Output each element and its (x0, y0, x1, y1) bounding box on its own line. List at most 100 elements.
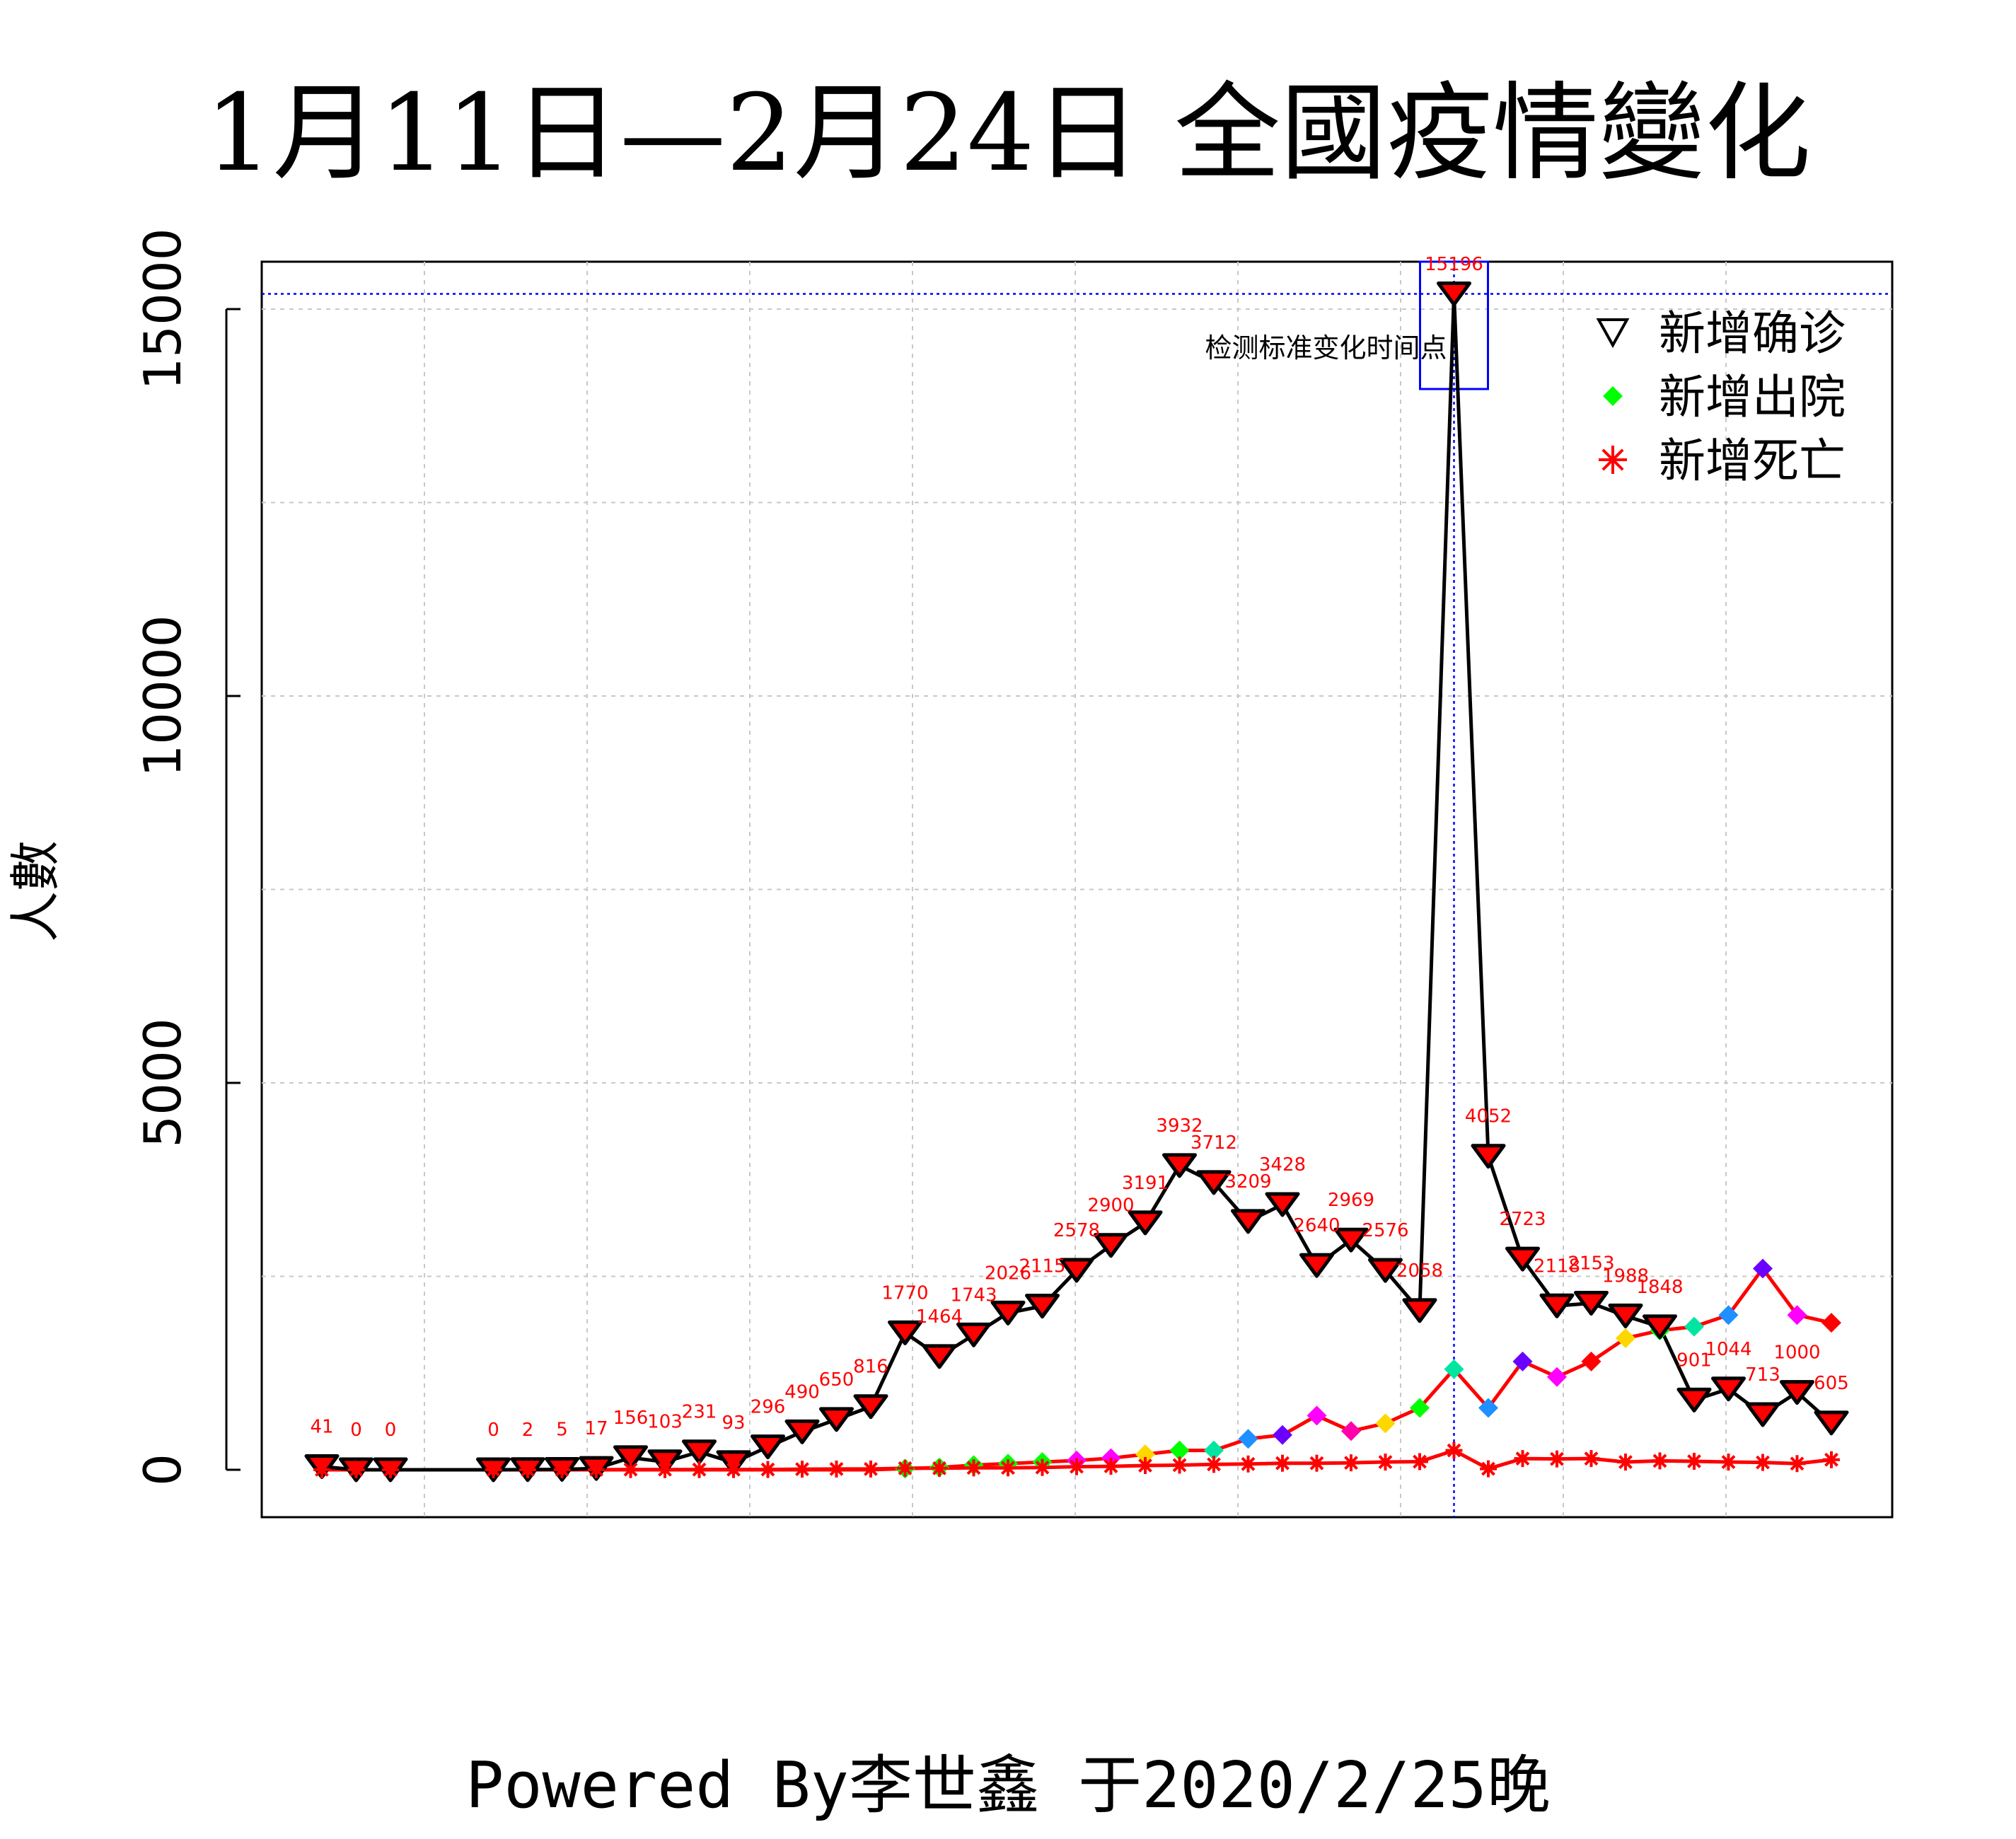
marker-deaths (313, 1461, 330, 1478)
legend-label: 新增死亡 (1659, 434, 1846, 488)
data-label-confirmed: 2900 (1087, 1195, 1134, 1217)
marker-recovered (1512, 1351, 1533, 1371)
marker-confirmed (1643, 1314, 1677, 1340)
plot-frame (260, 260, 1894, 1519)
marker-confirmed (1539, 1293, 1575, 1318)
marker-deaths (1651, 1452, 1669, 1470)
marker-recovered (1616, 1328, 1635, 1349)
marker-confirmed (1437, 282, 1471, 307)
marker-deaths (1686, 1452, 1703, 1470)
marker-confirmed (1059, 1258, 1094, 1283)
marker-deaths (622, 1461, 639, 1478)
data-label-confirmed: 2115 (1019, 1256, 1065, 1277)
data-label-confirmed: 816 (853, 1357, 888, 1378)
marker-confirmed (1608, 1304, 1643, 1329)
marker-confirmed (682, 1439, 717, 1465)
y-axis-label: 人數 (6, 840, 65, 942)
marker-confirmed (888, 1320, 922, 1345)
marker-deaths (1102, 1458, 1120, 1475)
data-label-confirmed: 713 (1745, 1364, 1780, 1386)
series-line-recovered (322, 1267, 1832, 1472)
y-tick-label: 15000 (133, 228, 192, 390)
marker-deaths (1582, 1450, 1600, 1468)
marker-confirmed (613, 1445, 648, 1470)
marker-confirmed (922, 1344, 957, 1369)
marker-deaths (1205, 1456, 1222, 1473)
marker-deaths (1308, 1454, 1326, 1472)
y-tick-label: 0 (133, 1454, 192, 1486)
data-label-confirmed: 901 (1676, 1350, 1712, 1371)
data-label-confirmed: 2578 (1053, 1220, 1100, 1241)
marker-deaths (1720, 1454, 1737, 1471)
data-label-confirmed: 2723 (1499, 1209, 1546, 1230)
marker-confirmed (1162, 1153, 1197, 1178)
marker-confirmed (1745, 1402, 1780, 1427)
marker-confirmed (1780, 1380, 1814, 1405)
marker-deaths (1343, 1454, 1360, 1472)
data-label-confirmed: 3191 (1122, 1173, 1169, 1194)
marker-recovered (1410, 1398, 1430, 1418)
marker-deaths (1548, 1450, 1565, 1468)
data-label-confirmed: 5 (556, 1419, 568, 1440)
marker-deaths (1274, 1454, 1291, 1472)
data-label-confirmed: 490 (784, 1381, 820, 1403)
marker-deaths (382, 1461, 399, 1478)
data-label-confirmed: 231 (682, 1402, 717, 1423)
marker-deaths (759, 1461, 777, 1478)
data-label-confirmed: 1848 (1636, 1277, 1683, 1298)
marker-confirmed (1299, 1253, 1334, 1278)
data-label-confirmed: 2576 (1362, 1220, 1408, 1241)
data-label-confirmed: 2026 (985, 1263, 1031, 1284)
marker-deaths (1788, 1455, 1806, 1473)
marker-confirmed (853, 1394, 888, 1420)
marker-confirmed (1505, 1246, 1540, 1272)
marker-confirmed (1094, 1233, 1128, 1258)
annotation-note: 检测标准变化时间点 (1205, 332, 1447, 364)
marker-deaths (1480, 1460, 1497, 1478)
marker-deaths (828, 1460, 845, 1478)
data-label-confirmed: 41 (310, 1417, 333, 1438)
marker-deaths (794, 1461, 811, 1478)
data-label-confirmed: 3428 (1259, 1154, 1306, 1176)
marker-deaths (1411, 1453, 1428, 1470)
chart-title: 1月11日—2月24日 全國疫情變化 (205, 72, 1811, 195)
marker-deaths (1617, 1454, 1634, 1471)
y-tick-label: 5000 (133, 1018, 192, 1147)
marker-recovered (1341, 1421, 1361, 1441)
data-label-confirmed: 1044 (1705, 1339, 1751, 1360)
marker-confirmed (1333, 1227, 1369, 1253)
marker-confirmed (1231, 1209, 1265, 1234)
data-label-confirmed: 0 (385, 1420, 397, 1441)
marker-recovered (1478, 1398, 1498, 1418)
marker-confirmed (1368, 1258, 1403, 1283)
marker-recovered (1821, 1313, 1841, 1333)
marker-confirmed (819, 1407, 854, 1432)
y-tick-label: 10000 (133, 615, 192, 777)
data-label-confirmed: 1770 (881, 1282, 928, 1304)
marker-deaths (1514, 1450, 1531, 1468)
data-label-confirmed: 0 (350, 1420, 362, 1441)
data-label-confirmed: 2118 (1534, 1255, 1580, 1277)
marker-confirmed (1128, 1210, 1163, 1236)
peak-highlight-box (1419, 260, 1489, 390)
marker-confirmed (1025, 1294, 1060, 1319)
footer-credit: Powered By李世鑫 于2020/2/25晚 (465, 1748, 1551, 1823)
data-label-confirmed: 2 (522, 1420, 534, 1441)
data-label-confirmed: 2058 (1396, 1260, 1443, 1282)
marker-confirmed (990, 1300, 1026, 1325)
data-label-confirmed: 2153 (1568, 1253, 1614, 1274)
marker-recovered (1169, 1440, 1190, 1461)
marker-deaths (1445, 1441, 1463, 1459)
data-label-confirmed: 17 (584, 1418, 608, 1439)
data-label-confirmed: 3712 (1191, 1132, 1237, 1154)
marker-deaths (862, 1460, 879, 1478)
marker-confirmed (1676, 1387, 1712, 1412)
marker-recovered (1718, 1305, 1739, 1325)
marker-recovered (1444, 1359, 1464, 1379)
legend-marker-recovered (1603, 386, 1623, 406)
marker-deaths (1823, 1451, 1840, 1468)
marker-deaths (347, 1461, 365, 1478)
marker-deaths (656, 1461, 673, 1478)
marker-recovered (1273, 1425, 1292, 1445)
